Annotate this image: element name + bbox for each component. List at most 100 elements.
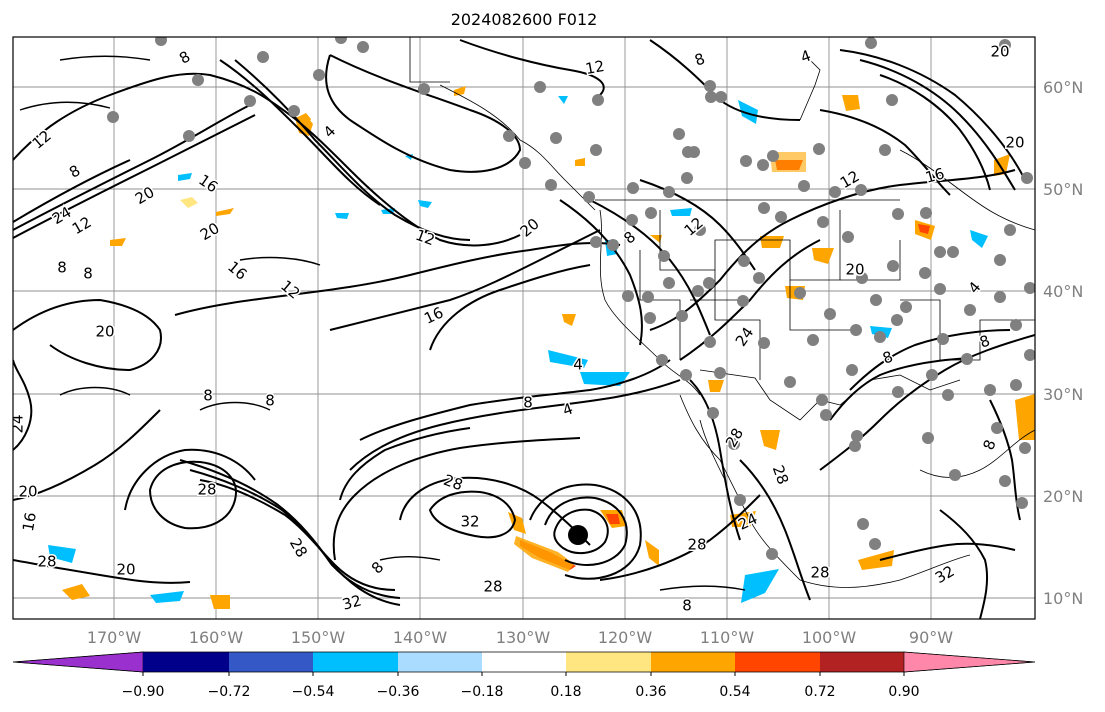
station-dot: [926, 369, 938, 381]
station-dot: [766, 548, 778, 560]
colorbar-tick-label: −0.54: [292, 684, 335, 700]
station-dot: [879, 144, 891, 156]
station-dot: [1016, 497, 1028, 509]
shade-patch: [548, 350, 588, 368]
shade-patch: [210, 595, 230, 609]
station-dot: [999, 39, 1011, 51]
station-dot: [961, 353, 973, 365]
station-dot: [817, 216, 829, 228]
station-dot: [999, 475, 1011, 487]
colorbar-segment: [735, 652, 820, 672]
contour-line: [429, 264, 591, 351]
contour-label: 28: [810, 564, 829, 582]
station-dot: [816, 394, 828, 406]
station-dot: [663, 277, 675, 289]
station-dot: [942, 389, 954, 401]
station-dot: [984, 384, 996, 396]
station-dot: [694, 224, 706, 236]
contour-label: 4: [573, 356, 583, 374]
station-dot: [767, 150, 779, 162]
station-dot: [642, 291, 654, 303]
shade-patch: [842, 95, 860, 111]
shade-patch: [110, 238, 126, 246]
contour-label: 8: [682, 597, 692, 615]
contour-label: 20: [1005, 134, 1024, 152]
station-dot: [851, 430, 863, 442]
contour-line: [879, 542, 1016, 561]
shade-patch: [418, 200, 432, 208]
latitude-labels: 60°N 50°N 40°N 30°N 20°N 10°N: [1043, 78, 1083, 608]
contour-label: 20: [95, 323, 114, 341]
station-dot: [503, 130, 515, 142]
station-dot: [550, 132, 562, 144]
station-dot: [934, 283, 946, 295]
station-dot: [937, 333, 949, 345]
lat-label-10n: 10°N: [1043, 589, 1083, 608]
contour-line: [739, 459, 811, 601]
station-dot: [824, 308, 836, 320]
colorbar-tick-label: −0.90: [122, 684, 165, 700]
contour-line: [349, 379, 681, 471]
contour-line-thin: [659, 585, 746, 591]
contour-label: 8: [265, 392, 275, 410]
station-dot: [590, 236, 602, 248]
station-dot: [313, 69, 325, 81]
station-dot: [658, 250, 670, 262]
station-dot: [663, 186, 675, 198]
shade-patch: [580, 372, 630, 386]
colorbar-segment: [398, 652, 482, 672]
colorbar-segment: [651, 652, 735, 672]
shade-patch: [150, 591, 184, 603]
colorbar-segment: [313, 652, 398, 672]
station-dot: [757, 159, 769, 171]
station-dot: [257, 51, 269, 63]
station-dot: [656, 354, 668, 366]
colorbar-tick-label: 0.90: [888, 684, 919, 700]
contour-line: [689, 379, 741, 541]
shade-patch: [1015, 394, 1035, 440]
station-dot: [590, 144, 602, 156]
lon-label-150w: 150°W: [291, 628, 346, 647]
contour-line: [332, 437, 581, 561]
contour-line: [13, 159, 131, 223]
colorbar-segment: [143, 652, 229, 672]
station-dot: [753, 272, 765, 284]
station-dot: [856, 272, 868, 284]
station-dot: [705, 91, 717, 103]
shade-patch: [970, 230, 988, 248]
contour-line: [13, 298, 162, 372]
boundary-line: [799, 49, 821, 121]
contour-label: 8: [523, 394, 533, 412]
contour-line: [553, 508, 609, 555]
station-dot: [846, 364, 858, 376]
station-dot: [874, 331, 886, 343]
map-frame: [12, 36, 1036, 620]
contour-line: [219, 59, 381, 206]
contour-label: 16: [19, 511, 40, 533]
contour-label: 24: [9, 414, 27, 433]
station-dot: [627, 182, 639, 194]
contour-line: [148, 460, 237, 530]
station-dot: [1010, 319, 1022, 331]
station-dot: [607, 239, 619, 251]
colorbar-tick-label: 0.36: [635, 684, 666, 700]
boundary-line: [919, 429, 1035, 478]
station-dot: [680, 369, 692, 381]
lon-label-130w: 130°W: [496, 628, 551, 647]
station-dot: [183, 130, 195, 142]
station-dot: [870, 294, 882, 306]
station-dot: [842, 231, 854, 243]
station-dot: [707, 407, 719, 419]
station-dot: [1019, 442, 1031, 454]
station-dot: [857, 518, 869, 530]
colorbar-segment: [566, 652, 651, 672]
map-title: 2024082600 F012: [451, 10, 598, 29]
contour-line: [428, 490, 517, 539]
contour-line: [559, 199, 643, 346]
shade-patch: [760, 236, 784, 248]
station-dot: [813, 143, 825, 155]
shade-patch: [216, 208, 234, 216]
contour-line: [529, 483, 642, 580]
station-dot: [681, 172, 693, 184]
shade-patch: [812, 248, 834, 264]
